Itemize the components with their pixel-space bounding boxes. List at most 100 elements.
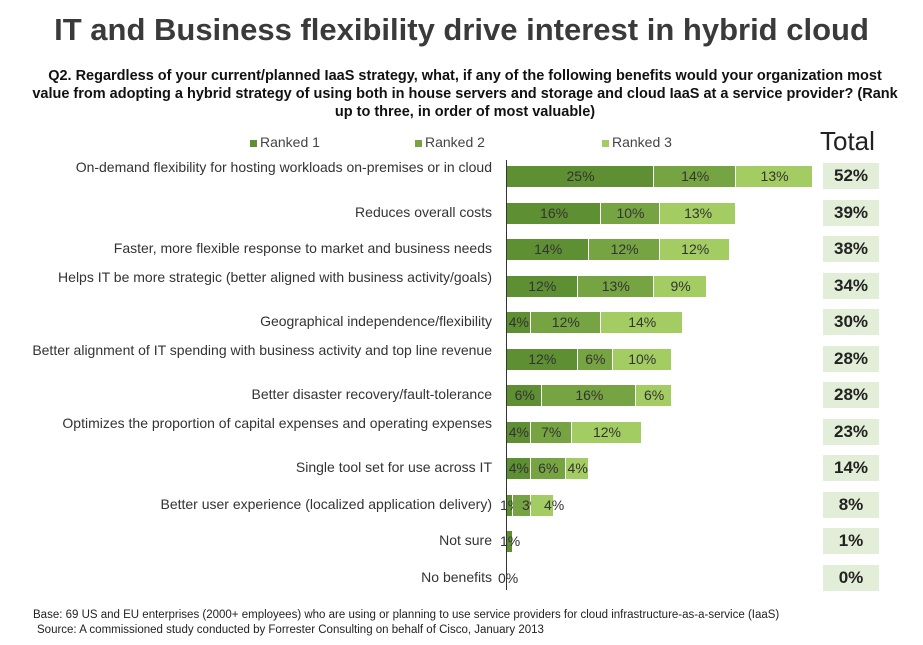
bar-value-label: 14% [534,241,563,257]
bar-value-label: 6% [538,460,559,476]
bar-value-label: 16% [540,204,569,221]
bar-segment [512,494,531,516]
category-label: Helps IT be more strategic (better align… [58,268,492,285]
bar-segment [530,458,566,479]
category-label: Faster, more flexible response to market… [113,240,492,256]
bar-segment [530,312,602,333]
bar-segment [577,275,654,297]
legend-item: Ranked 1 [250,134,320,150]
bar-segment [507,312,531,333]
bar-value-label: 12% [610,241,639,257]
bar-segment [507,494,513,516]
bar-value-label: 4% [508,314,529,330]
bar-segment [507,348,578,370]
total-value: 39% [823,199,879,226]
bar-segment [654,166,737,187]
bar-segment [507,531,513,552]
bar-segment [601,312,684,333]
category-label: Better user experience (localized applic… [160,495,492,512]
bar-value-label: 12% [528,277,557,294]
total-header: Total [820,126,875,156]
bar-value-label: 10% [628,350,657,367]
bar-value-label: 14% [681,168,710,184]
bar-value-label: 4% [508,460,529,476]
bar-value-label: 6% [644,387,665,403]
bar-value-label: 12% [528,350,557,367]
category-label: On-demand flexibility for hosting worklo… [75,159,492,175]
total-value: 28% [823,382,879,408]
category-axis [506,160,507,590]
bar-segment [507,166,654,187]
bar-value-label: 6% [585,350,606,367]
bar-segment [577,348,613,370]
bar-segment [612,348,672,370]
bar-value-label: 25% [566,168,595,184]
bar-segment [530,421,572,443]
bar-segment [659,239,731,260]
bar-segment [565,458,590,479]
category-label: No benefits [421,568,492,585]
bar-value-label: 12% [592,423,621,440]
legend-swatch [415,139,422,147]
legend-swatch [250,139,257,147]
total-value: 34% [823,272,879,299]
bar-value-label: 1% [499,533,521,549]
bar-segment [589,239,660,260]
bar-segment [571,421,643,443]
legend-item: Ranked 3 [602,134,672,150]
bar-value-label: 13% [684,204,713,221]
category-label: Reduces overall costs [355,203,492,220]
category-label: Single tool set for use across IT [295,459,492,475]
bar-value-label: 14% [628,314,657,330]
total-value: 28% [823,345,879,372]
category-label: Better alignment of IT spending with bus… [32,341,492,358]
category-label: Better disaster recovery/fault-tolerance [251,386,492,402]
total-value: 23% [823,418,879,445]
bar-value-label: 4% [543,496,565,513]
category-label: Geographical independence/flexibility [260,313,492,329]
total-value: 38% [823,236,879,262]
bar-value-label: 12% [551,314,580,330]
total-value: 14% [823,455,879,481]
chart-subtitle: Q2. Regardless of your current/planned I… [32,68,898,120]
category-label: Optimizes the proportion of capital expe… [62,414,492,431]
bar-segment [507,202,602,224]
total-value: 1% [823,528,879,554]
bar-value-label: 13% [601,277,630,294]
legend-label: Ranked 2 [425,134,485,150]
bar-segment [659,202,737,224]
bar-value-label: 6% [514,387,535,403]
footnote: Base: 69 US and EU enterprises (2000+ em… [33,608,779,638]
bar-segment [507,458,531,479]
bar-value-label: 4% [508,423,529,440]
bar-segment [654,275,707,297]
total-value: 8% [823,491,879,518]
legend-swatch [602,139,609,147]
bar-segment [736,166,813,187]
footnote-base: Base: 69 US and EU enterprises (2000+ em… [33,609,780,621]
bar-value-label: 13% [760,168,789,184]
bar-segment [601,202,660,224]
bar-value-label: 9% [670,277,691,294]
bar-segment [507,421,531,443]
bar-segment [636,385,672,406]
bar-value-label: 10% [616,204,645,221]
bar-segment [542,385,637,406]
total-value: 0% [823,564,879,591]
bar-value-label: 12% [681,241,710,257]
bar-segment [530,494,555,516]
legend-label: Ranked 1 [260,134,320,150]
chart-title: IT and Business flexibility drive intere… [54,12,869,47]
total-value: 52% [823,163,879,189]
category-label: Not sure [439,532,492,548]
bar-value-label: 0% [498,569,519,586]
bar-segment [507,275,578,297]
bar-value-label: 16% [575,387,604,403]
footnote-source: Source: A commissioned study conducted b… [37,624,544,636]
bar-value-label: 4% [567,460,588,476]
legend-item: Ranked 2 [415,134,485,150]
bar-value-label: 7% [541,423,562,440]
bar-segment [507,385,543,406]
total-value: 30% [823,309,879,335]
